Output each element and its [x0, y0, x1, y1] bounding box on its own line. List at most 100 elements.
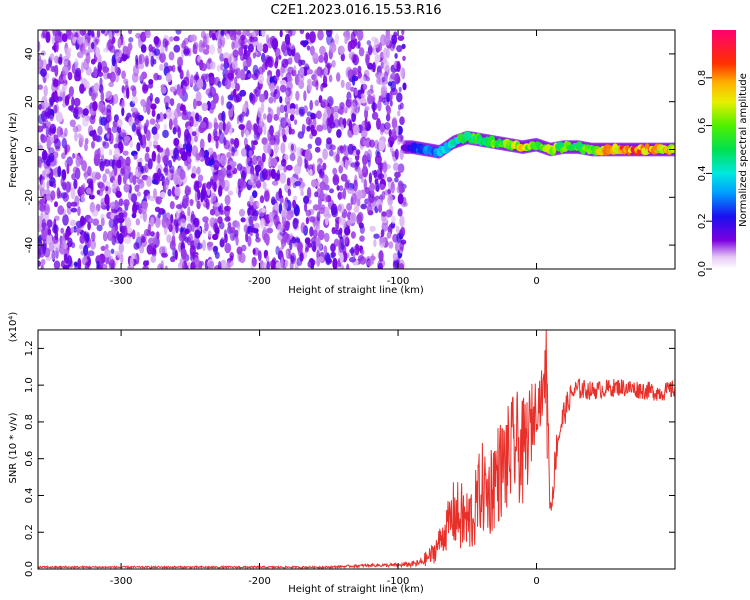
spectrogram-cell: [261, 30, 266, 38]
colorbar-tick-label: 0.8: [697, 70, 708, 86]
spectrogram-cell: [159, 52, 166, 63]
spectrogram-cell: [49, 53, 55, 61]
spectrogram-cell: [398, 263, 404, 269]
spectrogram-cell: [187, 206, 191, 217]
snr-series-line: [38, 350, 675, 569]
spectrogram-cell: [93, 66, 98, 79]
spectrogram-cell: [80, 194, 86, 203]
spectrogram-cell: [196, 78, 204, 90]
spectrogram-cell: [329, 144, 336, 151]
spectrogram-cell: [241, 148, 247, 157]
spectrogram-cell: [69, 119, 76, 128]
spectrogram-cell: [217, 80, 222, 88]
spectrogram-cell: [286, 77, 293, 83]
spectrogram-cell: [151, 178, 159, 185]
spectrogram-cell: [304, 202, 308, 212]
spectrogram-cell: [240, 34, 246, 41]
spectrogram-cell: [299, 30, 305, 35]
spectrogram-cell: [388, 129, 392, 138]
spectrogram-cell: [330, 251, 337, 258]
spectrogram-cell: [325, 195, 330, 203]
spectrogram-cell: [348, 119, 353, 131]
spectrogram-cell: [214, 251, 220, 259]
spectrogram-cell: [245, 129, 250, 138]
spectrogram-cell: [246, 55, 252, 68]
spectrogram-cell: [64, 253, 68, 260]
spectrogram-cell: [207, 147, 214, 155]
spectrogram-cell: [364, 105, 370, 111]
spectrogram-cell: [352, 67, 358, 76]
spectrogram-cell: [310, 259, 316, 266]
spectrogram-cell: [220, 259, 227, 269]
spectrogram-cell: [106, 114, 113, 122]
spectrogram-cell: [280, 43, 287, 53]
spectrogram-cell: [249, 36, 253, 43]
colorbar: 0.0 0.2 0.4 0.6 0.8 Normalized spectral ampl…: [697, 30, 749, 277]
spectrogram-cell: [85, 187, 92, 195]
spectrogram-cell: [342, 234, 349, 245]
spectrogram-cell: [332, 174, 340, 186]
x-tick-label: -200: [248, 276, 271, 287]
spectrogram-cell: [210, 192, 217, 203]
spectrogram-cell: [226, 215, 231, 222]
spectrogram-cell: [379, 237, 386, 244]
spectrogram-cell: [99, 160, 105, 172]
spectrogram-cell: [281, 58, 289, 68]
spectrogram-cell: [87, 166, 92, 177]
spectrogram-cell: [62, 75, 67, 81]
spectrogram-cell: [297, 131, 304, 139]
spectrogram-cell: [190, 261, 196, 269]
spectrogram-cell: [91, 41, 95, 50]
spectrogram-cell: [318, 95, 323, 104]
spectrogram-cell: [198, 150, 205, 158]
spectrogram-cell: [310, 124, 315, 134]
spectrogram-cell: [332, 167, 338, 176]
spectrogram-cell: [213, 128, 218, 138]
spectrogram-cell: [207, 133, 212, 143]
spectrogram-cell: [222, 121, 226, 132]
spectrogram-cell: [179, 218, 187, 229]
spectrogram-cell: [261, 63, 266, 73]
spectrogram-cell: [351, 74, 356, 86]
spectrogram-cell: [194, 48, 198, 55]
spectrogram-cell: [238, 208, 246, 217]
spectrogram-cell: [60, 237, 66, 249]
spectrogram-cell: [309, 168, 313, 176]
spectrogram-cell: [374, 139, 379, 150]
spectrogram-cell: [156, 231, 160, 240]
spectrogram-cell: [287, 66, 294, 75]
spectrogram-cell: [336, 72, 341, 82]
spectrogram-cell: [54, 90, 58, 101]
spectrogram-cell: [38, 84, 44, 90]
spectrogram-cell: [46, 180, 50, 190]
spectrogram-cell: [392, 252, 399, 261]
spectrogram-cell: [50, 133, 54, 144]
spectrogram-cell: [383, 60, 390, 72]
spectrogram-cell: [38, 235, 42, 244]
spectrogram-cell: [305, 209, 312, 217]
spectrogram-cell: [119, 222, 123, 233]
spectrogram-cell: [191, 145, 199, 157]
spectrogram-cell: [396, 232, 402, 244]
spectrogram-cell: [378, 139, 386, 152]
spectrogram-cell: [286, 177, 291, 187]
spectrogram-cell: [228, 107, 234, 118]
spectrogram-cell: [360, 93, 366, 99]
spectrogram-cell: [111, 54, 116, 67]
spectrogram-cell: [395, 225, 400, 234]
spectrogram-cell: [367, 44, 373, 56]
spectrogram-cell: [152, 235, 156, 246]
spectrogram-cell: [126, 227, 133, 234]
spectrogram-cell: [304, 148, 312, 161]
spectrogram-cell: [278, 54, 282, 60]
spectrogram-cell: [181, 151, 188, 162]
spectrogram-cell: [363, 178, 367, 191]
spectrogram-cell: [245, 30, 251, 37]
spectrogram-cell: [347, 41, 352, 53]
spectrogram-cell: [223, 57, 229, 64]
spectrogram-cell: [255, 169, 259, 177]
spectrogram-cell: [254, 178, 261, 185]
spectrogram-cell: [78, 244, 84, 250]
spectrogram-cell: [111, 183, 116, 193]
